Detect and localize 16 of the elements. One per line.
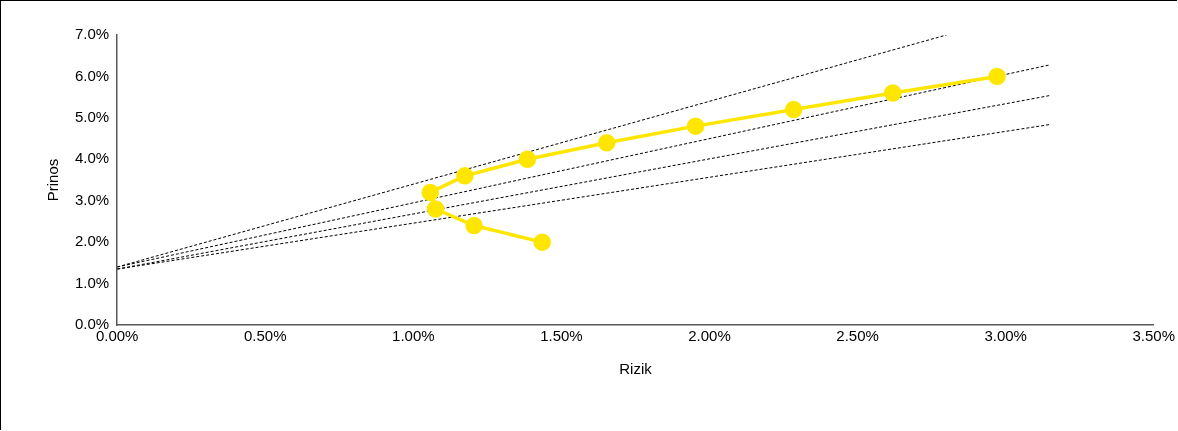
- y-tick-label: 1.0%: [74, 273, 110, 291]
- y-tick-label: 6.0%: [74, 66, 110, 84]
- x-tick-label: 2.50%: [836, 327, 879, 345]
- y-tick-label: 4.0%: [74, 149, 110, 167]
- y-tick-label: 5.0%: [74, 108, 110, 125]
- x-tick-label: 3.50%: [1132, 327, 1176, 345]
- x-tick-label: 1.50%: [540, 327, 583, 345]
- x-tick-label: 2.00%: [688, 327, 731, 345]
- y-tick-label: 7.0%: [74, 25, 110, 43]
- x-axis-title: Rizik: [619, 360, 653, 378]
- y-tick-label: 2.0%: [74, 232, 110, 250]
- y-axis-title: Prinos: [44, 158, 62, 202]
- x-tick-label: 1.00%: [392, 327, 435, 345]
- x-tick-label: 0.50%: [243, 327, 287, 345]
- x-tick-label: 3.00%: [984, 327, 1027, 345]
- y-tick-label: 3.0%: [74, 190, 110, 208]
